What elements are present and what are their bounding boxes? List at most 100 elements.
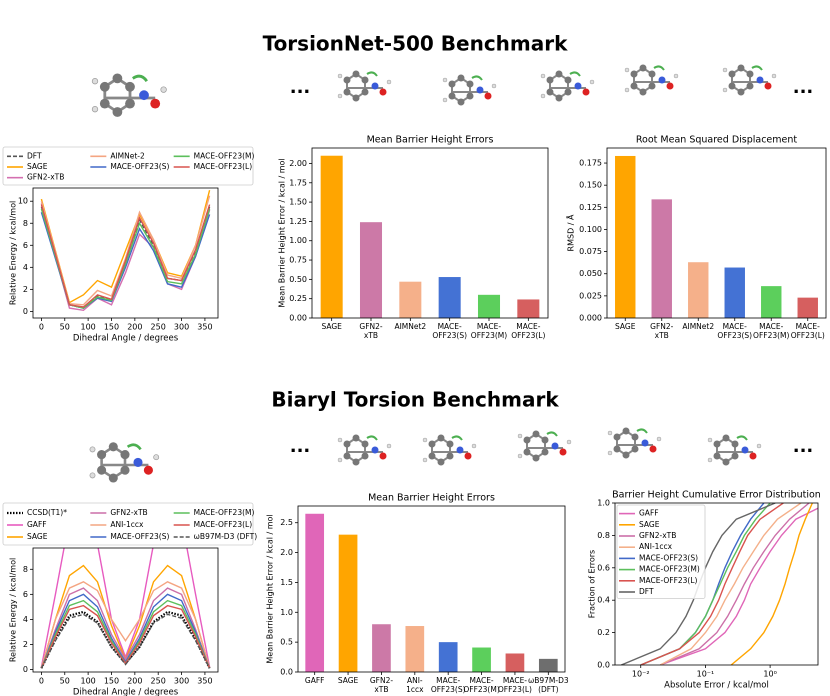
x-tick-label: 250: [151, 677, 166, 686]
legend-label: MACE-OFF23(M): [639, 565, 700, 574]
x-tick-label: MACE-OFF23(L): [511, 322, 545, 340]
y-tick-label: 0.6: [597, 563, 610, 572]
x-tick-label: GFN2-xTB: [650, 322, 674, 340]
legend-box: [2, 146, 254, 186]
bar: [472, 647, 491, 672]
x-tick-label: AIMNet2: [682, 322, 714, 331]
plot-frame: [614, 502, 819, 666]
y-tick-label: 2: [23, 285, 28, 294]
chart-title: Mean Barrier Height Errors: [367, 135, 494, 146]
legend-box: [616, 504, 706, 599]
plot-frame: [32, 187, 219, 319]
legend-label: MACE-OFF23(L): [194, 162, 253, 171]
y-tick-label: 1.75: [289, 178, 307, 187]
molecule: [624, 63, 679, 97]
x-tick-label: ωB97M-D3 (DFT): [528, 676, 569, 694]
x-tick-label: 350: [197, 677, 212, 686]
y-tick-label: 6: [23, 590, 28, 599]
section-title: TorsionNet-500 Benchmark: [263, 32, 569, 56]
legend-label: MACE-OFF23(L): [194, 520, 253, 529]
y-tick-label: 0: [23, 307, 28, 316]
x-tick-label: MACE-OFF23(M): [471, 322, 507, 340]
molecule: [607, 426, 662, 460]
legend-label: SAGE: [27, 532, 48, 541]
x-tick-label: MACE-OFF23(M): [753, 322, 789, 340]
y-tick-label: 2: [23, 640, 28, 649]
y-tick-label: 2.5: [280, 518, 293, 527]
series-line: [40, 203, 211, 312]
molecule: [442, 73, 497, 107]
x-tick-label: 150: [104, 677, 119, 686]
x-tick-label: ANI-1ccx: [406, 676, 424, 694]
ellipsis: ...: [793, 436, 814, 457]
y-tick-label: 0.4: [597, 596, 610, 605]
legend-label: GAFF: [639, 509, 659, 518]
molecule: [88, 440, 161, 484]
x-tick-label: 250: [151, 323, 166, 332]
y-tick-label: 1.5: [280, 578, 293, 587]
series-line: [40, 581, 211, 669]
y-tick-label: 6: [23, 241, 28, 250]
legend-label: GFN2-xTB: [27, 173, 64, 182]
legend-label: GFN2-xTB: [110, 508, 147, 517]
ellipsis: ...: [290, 77, 311, 98]
bar: [399, 281, 422, 318]
y-tick-label: 0.075: [579, 247, 602, 256]
y-tick-label: 1.00: [289, 236, 307, 245]
bar: [372, 624, 391, 672]
bar: [724, 267, 745, 318]
y-axis-label: Relative Energy / kcal/mol: [9, 201, 18, 305]
y-tick-label: 4: [23, 263, 28, 272]
series-line: [40, 613, 211, 669]
legend-label: MACE-OFF23(S): [110, 532, 169, 541]
x-tick-label: AIMNet2: [394, 322, 426, 331]
x-tick-label: 150: [104, 323, 119, 332]
x-tick-label: 10⁰: [763, 670, 776, 679]
x-tick-label: GFN2-xTB: [359, 322, 383, 340]
y-axis-label: RMSD / Å: [565, 214, 576, 251]
bar: [320, 155, 343, 318]
series-line: [40, 564, 211, 669]
x-tick-label: 300: [174, 323, 189, 332]
x-tick-label: MACE-OFF23(L): [498, 676, 532, 694]
x-tick-label: 10⁻¹: [697, 670, 715, 679]
y-axis-label: Relative Energy / kcal/mol: [9, 558, 18, 662]
y-tick-label: 0.125: [579, 203, 602, 212]
bar: [405, 626, 425, 672]
legend-label: ANI-1ccx: [639, 542, 673, 551]
x-tick-label: 0: [39, 677, 44, 686]
bar: [505, 653, 525, 672]
y-tick-label: 2.0: [280, 548, 293, 557]
x-tick-label: 100: [80, 323, 95, 332]
plot-frame: [32, 547, 219, 673]
x-tick-label: MACE-OFF23(M): [463, 676, 499, 694]
y-tick-label: 0.150: [579, 181, 602, 190]
y-axis-label: Mean Barrier Height Error / kcal / mol: [266, 514, 275, 663]
y-tick-label: 1.0: [280, 608, 293, 617]
y-tick-label: 0.8: [597, 531, 610, 540]
series-line: [659, 503, 810, 665]
legend-label: ANI-1ccx: [110, 520, 144, 529]
legend-label: DFT: [639, 587, 654, 596]
legend-label: MACE-OFF23(M): [194, 508, 255, 517]
ellipsis: ...: [793, 77, 814, 98]
x-tick-label: MACE-OFF23(L): [791, 322, 825, 340]
bar: [438, 277, 461, 318]
bar: [305, 513, 325, 672]
plot-frame: [311, 147, 549, 319]
x-tick-label: SAGE: [321, 322, 342, 331]
legend-label: MACE-OFF23(S): [639, 553, 698, 562]
y-tick-label: 0.2: [597, 628, 610, 637]
y-tick-label: 8: [23, 565, 28, 574]
section-title: Biaryl Torsion Benchmark: [271, 388, 559, 412]
x-axis-label: Dihedral Angle / degrees: [73, 688, 179, 696]
y-tick-label: 1.25: [289, 217, 307, 226]
molecule: [722, 63, 777, 97]
bar: [615, 155, 636, 318]
x-tick-label: 350: [197, 323, 212, 332]
legend-label: GFN2-xTB: [639, 531, 676, 540]
x-tick-label: 100: [80, 677, 95, 686]
legend-label: CCSD(T1)*: [27, 508, 67, 517]
bar: [761, 286, 782, 318]
